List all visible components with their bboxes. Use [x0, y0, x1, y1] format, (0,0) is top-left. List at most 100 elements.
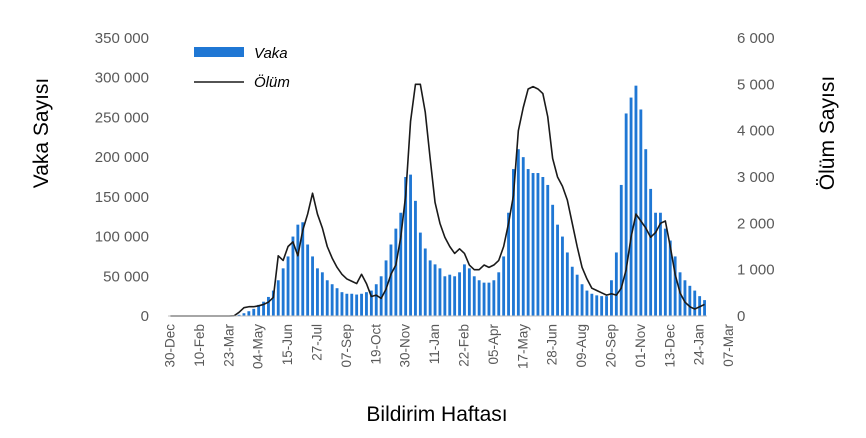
y-axis-left-tick-label: 0: [141, 308, 149, 325]
x-axis-ticks: 30-Dec 10-Feb 23-Mar 04-May 15-Jun 27-Jul 07-S…: [162, 324, 736, 370]
x-axis-tick-label: 30-Nov: [398, 324, 413, 368]
vaka-bar: [467, 268, 471, 316]
vaka-bar: [624, 113, 628, 317]
vaka-bar: [267, 296, 270, 316]
vaka-bar: [345, 293, 349, 316]
vaka-bar: [502, 256, 506, 316]
vaka-bar: [614, 252, 618, 316]
vaka-bar: [521, 157, 525, 316]
vaka-bar: [438, 268, 442, 316]
vaka-bar: [291, 236, 295, 316]
vaka-bar: [399, 212, 403, 316]
vaka-bar: [585, 290, 589, 316]
y-axis-left-tick-label: 250 000: [95, 109, 149, 126]
vaka-bar: [335, 288, 339, 316]
vaka-bar: [423, 248, 427, 316]
vaka-bar: [497, 272, 501, 316]
vaka-bar: [330, 284, 334, 316]
vaka-bar: [316, 268, 319, 316]
y-axis-left-tick-label: 150 000: [95, 189, 149, 206]
vaka-bar: [369, 290, 373, 316]
vaka-bar: [262, 301, 265, 316]
vaka-bar: [639, 109, 643, 317]
x-axis-tick-label: 27-Jul: [309, 324, 324, 361]
vaka-bar: [649, 188, 653, 316]
vaka-bar: [634, 85, 638, 316]
vaka-bar: [654, 212, 657, 316]
vaka-bar: [619, 184, 623, 316]
vaka-bar: [365, 292, 368, 316]
x-axis-tick-label: 07-Mar: [721, 324, 736, 367]
y-axis-left-title: Vaka Sayısı: [30, 78, 53, 189]
x-axis-tick-label: 24-Jan: [692, 324, 707, 365]
vaka-bar: [433, 264, 437, 316]
vaka-bar: [644, 149, 648, 316]
y-axis-left-tick-label: 50 000: [103, 268, 149, 285]
vaka-bar: [360, 293, 363, 316]
vaka-bar: [512, 169, 515, 316]
vaka-bar: [350, 293, 354, 316]
vaka-bar: [404, 177, 408, 316]
vaka-bar: [673, 256, 677, 316]
vaka-bar: [526, 169, 530, 316]
vaka-bar: [271, 290, 275, 316]
vaka-bar: [683, 280, 687, 316]
vaka-bar: [311, 256, 314, 316]
vaka-bar: [453, 276, 457, 316]
y-axis-right-tick-label: 4 000: [737, 123, 775, 140]
x-axis-tick-label: 10-Feb: [192, 324, 207, 367]
vaka-bar: [629, 97, 633, 316]
y-axis-right-tick-label: 1 000: [737, 262, 775, 279]
y-axis-right-tick-label: 2 000: [737, 215, 775, 232]
y-axis-right-tick-label: 3 000: [737, 169, 775, 186]
vaka-bars: [227, 85, 706, 317]
y-axis-right-ticks: 0 1 000 2 000 3 000 4 000 5 000 6 000: [737, 30, 775, 325]
vaka-bar: [355, 294, 359, 316]
vaka-bar: [600, 296, 604, 316]
vaka-bar: [242, 313, 246, 316]
x-axis-tick-label: 04-May: [251, 324, 266, 369]
x-axis-tick-label: 17-May: [515, 324, 530, 369]
x-axis-tick-label: 28-Jun: [545, 324, 560, 365]
x-axis-tick-label: 19-Oct: [368, 324, 383, 365]
y-axis-right-tick-label: 0: [737, 308, 745, 325]
vaka-bar: [276, 280, 280, 316]
x-axis-title: Bildirim Haftası: [366, 403, 507, 426]
vaka-bar: [257, 304, 261, 316]
x-axis-tick-label: 01-Nov: [633, 324, 648, 368]
vaka-bar: [463, 264, 466, 316]
vaka-bar: [605, 296, 608, 316]
y-axis-left-tick-label: 100 000: [95, 229, 149, 246]
vaka-bar: [610, 280, 613, 316]
x-axis-tick-label: 30-Dec: [162, 324, 177, 368]
vaka-bar: [296, 224, 300, 316]
vaka-bar: [595, 295, 599, 316]
y-axis-left-tick-label: 200 000: [95, 149, 149, 166]
vaka-bar: [340, 292, 344, 316]
y-axis-right-tick-label: 5 000: [737, 76, 775, 93]
y-axis-right-title: Ölüm Sayısı: [816, 76, 839, 190]
legend-label-vaka: Vaka: [254, 45, 288, 62]
vaka-bar: [531, 173, 535, 316]
vaka-bar: [394, 228, 398, 316]
vaka-bar: [492, 280, 496, 316]
vaka-bar: [536, 173, 540, 316]
y-axis-left-tick-label: 350 000: [95, 30, 149, 47]
vaka-bar: [556, 224, 559, 316]
vaka-bar: [409, 174, 412, 316]
x-axis-tick-label: 09-Aug: [574, 324, 589, 368]
vaka-bar: [703, 300, 706, 316]
vaka-bar: [668, 240, 672, 316]
y-axis-right-tick-label: 6 000: [737, 30, 775, 47]
x-axis-tick-label: 05-Apr: [486, 324, 501, 365]
legend: Vaka Ölüm: [194, 45, 290, 91]
x-axis-tick-label: 07-Sep: [339, 324, 354, 368]
vaka-bar: [247, 311, 251, 316]
vaka-bar: [482, 282, 486, 316]
vaka-bar: [320, 272, 324, 316]
x-axis-tick-label: 15-Jun: [280, 324, 295, 365]
vaka-bar: [688, 285, 692, 316]
y-axis-left-tick-label: 300 000: [95, 70, 149, 87]
y-axis-left-ticks: 0 50 000 100 000 150 000 200 000 250 000 300 0…: [95, 30, 149, 325]
